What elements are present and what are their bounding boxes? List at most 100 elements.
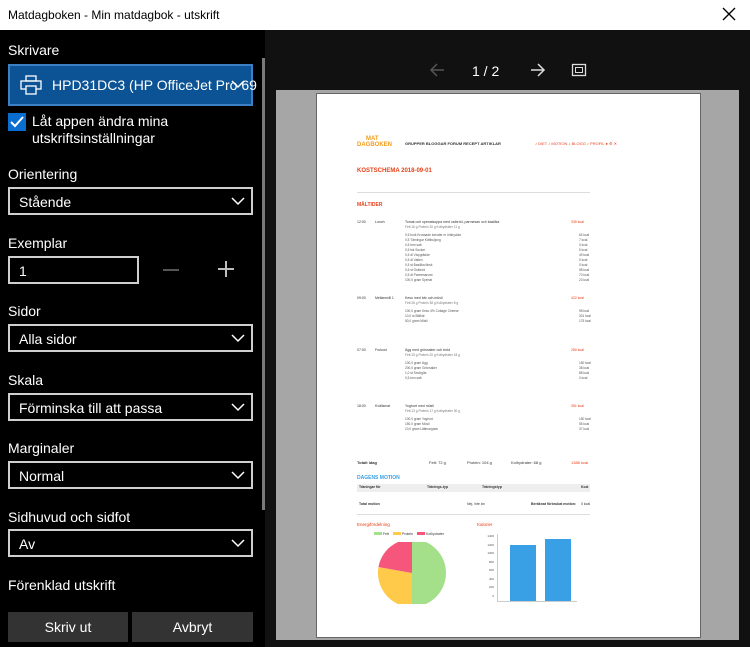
margins-label: Marginaler xyxy=(8,440,75,456)
nav-item-blogs: BLOGGAR xyxy=(425,141,447,146)
meal-summary: Yoghurt med müsli xyxy=(405,404,434,408)
pages-value: Alla sidor xyxy=(19,331,77,347)
logo-line2: DAGBOKEN xyxy=(357,142,393,148)
header-footer-label: Sidhuvud och sidfot xyxy=(8,509,131,525)
settings-scrollbar[interactable] xyxy=(262,58,265,510)
header-footer-select[interactable]: Av xyxy=(8,529,253,557)
divider xyxy=(357,514,590,515)
totals-carbs: Kolhydrater: 68 g xyxy=(511,460,542,465)
meal-item-kcal: 38 kcal xyxy=(579,366,590,370)
title-bar: Matdagboken - Min matdagbok - utskrift xyxy=(0,0,750,30)
legend-carbs: Kolhydrater xyxy=(426,532,444,536)
meal-item: 0,5 dl Parmesanost xyxy=(405,273,433,277)
meal-item: 0,5 burk Krossade tomater m örtkryddor xyxy=(405,233,462,237)
meal-name: Lunch xyxy=(375,220,385,224)
legend-protein: Protein xyxy=(401,532,414,536)
printer-icon xyxy=(20,75,42,95)
orientation-select[interactable]: Stående xyxy=(8,187,253,215)
motion-row-no: Nej, inte än xyxy=(467,502,485,506)
header-footer-value: Av xyxy=(19,536,36,552)
increase-copies-button[interactable] xyxy=(218,261,234,277)
scale-select[interactable]: Förminska till att passa xyxy=(8,393,253,421)
meal-item: 0,5 Tärningar Köttbuljong xyxy=(405,238,441,242)
motion-col2: Tränings-typ xyxy=(427,485,449,489)
motion-row-label: Total motion xyxy=(359,502,380,506)
next-page-icon[interactable] xyxy=(529,62,547,78)
meal-item: 150,0 gram Müsli xyxy=(405,422,430,426)
meal-item-kcal: 64 kcal xyxy=(579,233,590,237)
calorie-bar-2 xyxy=(545,539,571,601)
meal-item: 100,0 gram Yoghurt xyxy=(405,417,433,421)
meal-item: 100,0 gram Spenat xyxy=(405,278,433,282)
meal-macros: Fett 26 g Protein 38 g Kolhydrater 8 g xyxy=(405,301,459,305)
margins-select[interactable]: Normal xyxy=(8,461,253,489)
meal-item-kcal: 55 kcal xyxy=(579,422,590,426)
close-icon[interactable] xyxy=(720,5,738,23)
simplified-print-label[interactable]: Förenklad utskrift xyxy=(8,577,116,593)
meal-item: 0,5 dl Vatten xyxy=(405,258,423,262)
allow-app-change-line1: Låt appen ändra mina xyxy=(32,113,169,129)
ytick: 600 xyxy=(488,568,494,572)
window-title: Matdagboken - Min matdagbok - utskrift xyxy=(8,8,220,22)
site-nav: GRUPPER BLOGGAR FORUM RECEPT ARTIKLAR xyxy=(405,141,501,146)
meal-item: 0,5 krm salt xyxy=(405,376,422,380)
meal-item: 0,5 krm salt xyxy=(405,243,422,247)
allow-app-change-label: Låt appen ändra mina utskriftsinställnin… xyxy=(32,113,168,147)
meal-item-kcal: 5 kcal xyxy=(579,248,588,252)
meal-item-kcal: 0 kcal xyxy=(579,263,588,267)
calories-yaxis: 1400 1200 1000 800 600 400 200 0 xyxy=(480,532,494,600)
energy-legend: Fett Protein Kolhydrater xyxy=(374,532,444,536)
meal-kcal: 335 kcal xyxy=(571,220,585,224)
meal-time: 07:00 xyxy=(357,348,366,352)
legend-swatch-fat xyxy=(374,532,382,535)
meal-item: 10,0 st Blåbär xyxy=(405,314,425,318)
meal-time: 18:00 xyxy=(357,404,366,408)
motion-row-kcal: 0 kcal xyxy=(581,502,591,506)
preview-page: MAT DAGBOKEN GRUPPER BLOGGAR FORUM RECEP… xyxy=(316,93,701,638)
nav-item-articles: ARTIKLAR xyxy=(480,141,501,146)
site-nav-right: ♪ DIET ♪ MOTION ♪ BLOGG ♪ PROFIL ● ⚙ ✕ xyxy=(535,141,618,146)
motion-col4: Kcal xyxy=(581,485,589,489)
meal-name: Frukost xyxy=(375,348,387,352)
copies-input[interactable]: 1 xyxy=(8,256,139,284)
energy-title: Energifördelning xyxy=(357,522,390,527)
meal-item-kcal: 0 kcal xyxy=(579,243,588,247)
scale-label: Skala xyxy=(8,372,44,388)
meal-item-kcal: 7 kcal xyxy=(579,238,588,242)
meal-name: Kvällsmat xyxy=(375,404,391,408)
chevron-down-icon xyxy=(231,80,245,89)
orientation-label: Orientering xyxy=(8,166,78,182)
page-indicator: 1 / 2 xyxy=(472,63,500,79)
meal-macros: Fett 16 g Protein 30 g Kolhydrater 11 g xyxy=(405,225,460,229)
pages-select[interactable]: Alla sidor xyxy=(8,324,253,352)
motion-col1: Träningar för xyxy=(359,485,381,489)
meal-macros: Fett 15 g Protein 20 g Kolhydrater 18 g xyxy=(405,353,460,357)
totals-label: Totalt idag xyxy=(357,460,377,465)
legend-fat: Fett xyxy=(382,532,390,536)
meal-summary: Tomat och spenatsoppa med ostbröd, parme… xyxy=(405,220,500,224)
previous-page-icon[interactable] xyxy=(428,62,446,78)
allow-app-change-checkbox[interactable] xyxy=(8,113,26,131)
meal-item-kcal: 150 kcal xyxy=(579,361,591,365)
meal-item-kcal: 0 kcal xyxy=(579,376,588,380)
meal-item-kcal: 150 kcal xyxy=(579,417,591,421)
calorie-bar-1 xyxy=(510,545,536,601)
copies-label: Exemplar xyxy=(8,235,68,251)
copies-value: 1 xyxy=(19,263,27,279)
ytick: 400 xyxy=(488,576,494,581)
cancel-button[interactable]: Avbryt xyxy=(132,612,253,642)
meal-item: 0,5 st Ostbröd xyxy=(405,268,426,272)
fit-page-icon[interactable] xyxy=(571,62,587,78)
legend-swatch-carbs xyxy=(417,532,426,535)
motion-col3: Träningstyp xyxy=(482,485,502,489)
meal-item: 1,0 st Smörgås xyxy=(405,371,427,375)
meal-item-kcal: 37 kcal xyxy=(579,427,590,431)
meal-macros: Fett 13 g Protein 17 g Kolhydrater 30 g xyxy=(405,409,460,413)
print-button[interactable]: Skriv ut xyxy=(8,612,128,642)
printer-select[interactable]: HPD31DC3 (HP OfficeJet Pro 69 xyxy=(8,64,257,106)
decrease-copies-button[interactable] xyxy=(163,269,179,271)
meal-time: 09:00 xyxy=(357,296,366,300)
site-logo: MAT DAGBOKEN xyxy=(357,136,392,148)
margins-value: Normal xyxy=(19,468,65,484)
ytick: 0 xyxy=(492,593,494,598)
